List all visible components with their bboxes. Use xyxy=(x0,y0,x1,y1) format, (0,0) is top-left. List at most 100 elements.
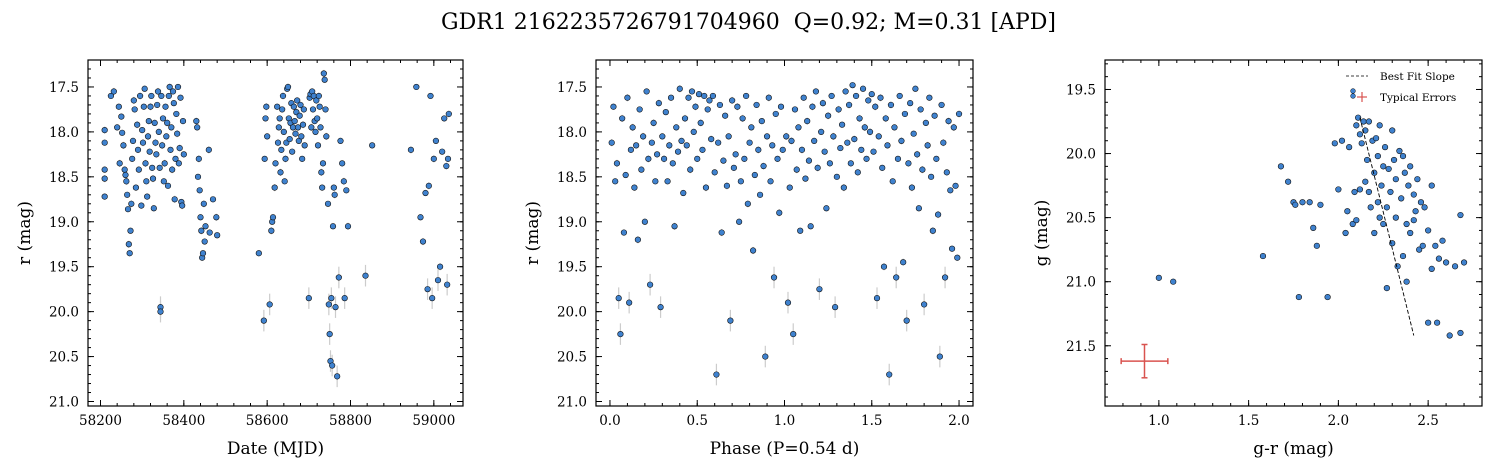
data-point xyxy=(1342,229,1349,237)
data-point xyxy=(835,106,842,113)
data-point xyxy=(680,189,687,197)
data-point xyxy=(199,250,207,257)
data-point xyxy=(1439,237,1446,244)
data-point xyxy=(718,229,725,236)
data-point xyxy=(936,353,943,360)
data-point xyxy=(1365,188,1372,196)
data-point xyxy=(788,137,795,144)
data-point xyxy=(441,115,448,122)
data-point xyxy=(1410,217,1417,224)
data-point xyxy=(1335,186,1342,193)
data-point xyxy=(620,229,628,236)
data-point xyxy=(893,274,900,281)
x-tick-label: 1.5 xyxy=(1238,413,1259,429)
data-point xyxy=(873,295,881,302)
data-point xyxy=(636,106,643,113)
data-point xyxy=(119,129,126,136)
data-point xyxy=(1381,144,1389,151)
data-point xyxy=(279,92,287,100)
data-point xyxy=(730,164,737,171)
data-point xyxy=(1364,156,1371,164)
data-point xyxy=(884,142,891,149)
data-point xyxy=(297,101,304,109)
data-point xyxy=(275,124,282,131)
x-tick-label: 2.0 xyxy=(1328,413,1349,429)
plot-area-phased xyxy=(608,82,963,386)
y-tick-label: 21.5 xyxy=(1066,339,1096,355)
data-point xyxy=(432,137,440,144)
y-tick-label: 20.0 xyxy=(49,305,79,321)
data-point xyxy=(1401,169,1408,176)
data-point xyxy=(1399,153,1407,160)
data-point xyxy=(894,155,902,162)
data-point xyxy=(837,144,844,152)
data-point xyxy=(132,184,140,191)
data-point xyxy=(141,85,148,92)
data-point xyxy=(1387,188,1394,196)
data-point xyxy=(947,187,954,194)
data-point xyxy=(1371,169,1378,176)
data-point xyxy=(662,109,669,116)
data-point xyxy=(101,175,108,182)
y-tick-label: 20.0 xyxy=(557,305,587,321)
data-point xyxy=(711,169,718,176)
data-point xyxy=(772,110,779,118)
data-point xyxy=(858,146,865,153)
data-point xyxy=(413,83,420,91)
data-point xyxy=(1277,163,1285,170)
data-point xyxy=(802,175,809,182)
data-point xyxy=(950,124,957,131)
data-point xyxy=(659,133,666,140)
data-point xyxy=(260,317,267,324)
data-point xyxy=(255,250,262,257)
data-point xyxy=(300,106,307,113)
data-point xyxy=(157,308,164,315)
data-point xyxy=(101,126,108,134)
data-point xyxy=(688,88,696,95)
y-tick-label: 18.5 xyxy=(557,170,587,186)
data-point xyxy=(900,259,907,266)
data-point xyxy=(205,146,212,153)
data-point xyxy=(706,97,713,104)
x-tick-label: 0.0 xyxy=(599,413,620,429)
data-point xyxy=(271,184,278,191)
data-point xyxy=(823,205,830,212)
data-point xyxy=(924,142,931,149)
data-point xyxy=(760,162,767,170)
data-point xyxy=(872,103,879,110)
data-point xyxy=(196,187,203,194)
data-point xyxy=(633,142,640,149)
data-point xyxy=(1356,131,1364,138)
data-point xyxy=(1285,178,1292,185)
data-point xyxy=(173,110,180,118)
data-point xyxy=(727,317,734,324)
data-point xyxy=(151,119,158,127)
data-point xyxy=(626,299,633,306)
data-point xyxy=(664,178,671,185)
axes-frame xyxy=(1104,59,1483,407)
data-point xyxy=(1394,263,1401,270)
data-point xyxy=(116,160,123,167)
legend-point-swatch xyxy=(1350,93,1356,99)
data-point xyxy=(739,115,746,122)
data-point xyxy=(1412,208,1419,215)
data-point xyxy=(128,200,135,207)
data-point xyxy=(713,371,720,378)
data-point xyxy=(172,155,179,162)
data-point xyxy=(667,94,675,101)
data-point xyxy=(825,112,832,119)
data-point xyxy=(120,142,127,149)
data-point xyxy=(856,115,863,122)
data-point xyxy=(197,214,204,221)
data-point xyxy=(1310,224,1317,231)
data-point xyxy=(1317,201,1324,208)
data-point xyxy=(725,133,732,140)
data-point xyxy=(868,91,875,98)
typical-error-marker xyxy=(1120,343,1169,379)
data-point xyxy=(814,164,821,171)
data-point xyxy=(298,133,305,140)
data-point xyxy=(798,146,806,153)
data-point xyxy=(880,263,888,270)
data-point xyxy=(889,178,896,185)
data-point xyxy=(926,94,933,101)
